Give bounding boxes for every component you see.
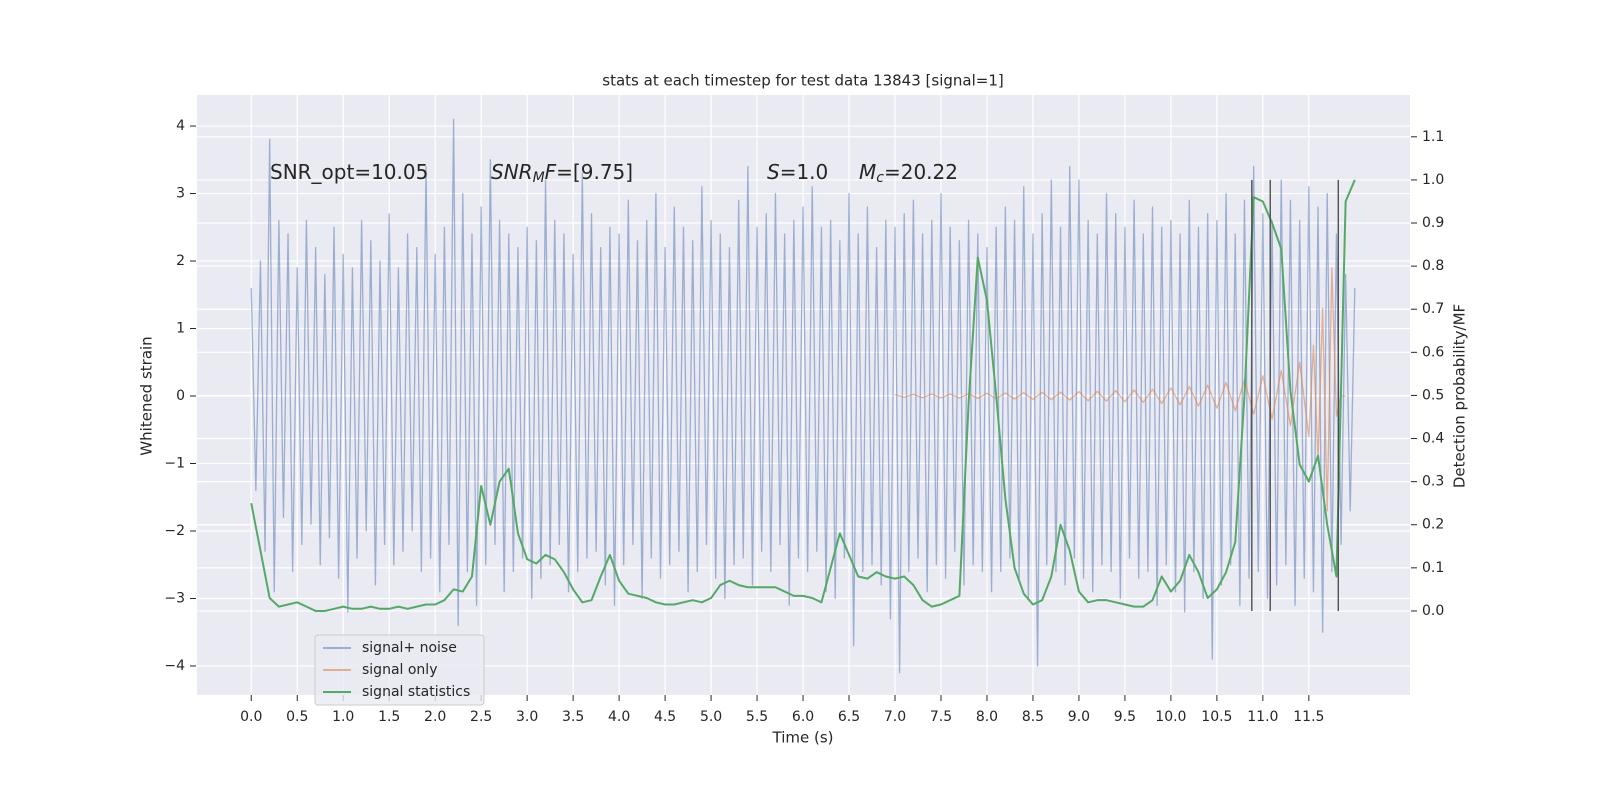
- x-tick-label: 1.5: [378, 709, 400, 725]
- x-tick-label: 6.5: [838, 709, 860, 725]
- x-tick-label: 11.0: [1247, 709, 1278, 725]
- legend-label: signal only: [362, 662, 437, 678]
- legend-label: signal statistics: [362, 684, 470, 700]
- y2-tick-label: 0.1: [1422, 560, 1444, 576]
- y-tick-label: −1: [164, 456, 185, 472]
- x-tick-label: 7.5: [930, 709, 952, 725]
- x-tick-label: 10.5: [1201, 709, 1232, 725]
- x-axis-label: Time (s): [772, 729, 834, 747]
- annotation-part: =[9.75]: [556, 160, 633, 184]
- annotation-part: F: [545, 160, 557, 184]
- x-tick-label: 0.0: [240, 709, 262, 725]
- annotation: SNR_opt=10.05: [270, 160, 428, 184]
- y2-tick-label: 0.2: [1422, 517, 1444, 533]
- annotation-part: M: [533, 170, 545, 186]
- y2-tick-label: 0.4: [1422, 431, 1444, 447]
- y-axis-label: Whitened strain: [138, 336, 156, 455]
- series-line: [250, 118, 1356, 674]
- legend-box: [314, 634, 485, 706]
- x-tick-label: 9.0: [1068, 709, 1090, 725]
- x-tick-label: 3.5: [562, 709, 584, 725]
- series-line: [250, 179, 1356, 612]
- annotation-part: SNR_opt=10.05: [270, 160, 428, 184]
- y2-tick-label: 0.8: [1422, 258, 1444, 274]
- x-tick-label: 6.0: [792, 709, 814, 725]
- y2-tick-label: 1.0: [1422, 172, 1444, 188]
- legend-label: signal+ noise: [362, 640, 457, 656]
- annotation: Mc=20.22: [859, 160, 958, 187]
- y-tick-label: 3: [176, 186, 185, 202]
- y2-tick-label: 0.6: [1422, 344, 1444, 360]
- chart-title: stats at each timestep for test data 138…: [602, 72, 1003, 90]
- annotation: SNRMF=[9.75]: [491, 160, 633, 187]
- x-tick-label: 0.5: [286, 709, 308, 725]
- annotation-part: S: [767, 160, 780, 184]
- annotation-part: c: [876, 170, 884, 186]
- y-tick-label: 4: [176, 118, 185, 134]
- y2-tick-label: 0.9: [1422, 215, 1444, 231]
- x-tick-label: 1.0: [332, 709, 354, 725]
- y2-tick-label: 0.5: [1422, 387, 1444, 403]
- y-tick-label: 1: [176, 321, 185, 337]
- x-tick-label: 2.0: [424, 709, 446, 725]
- x-tick-label: 8.0: [976, 709, 998, 725]
- annotation-part: =20.22: [884, 160, 958, 184]
- x-tick-label: 8.5: [1022, 709, 1044, 725]
- y-tick-label: 0: [176, 388, 185, 404]
- x-tick-label: 3.0: [516, 709, 538, 725]
- x-tick-label: 5.5: [746, 709, 768, 725]
- y-tick-label: −4: [164, 658, 185, 674]
- x-tick-label: 11.5: [1293, 709, 1324, 725]
- annotation: S=1.0: [767, 160, 828, 184]
- x-tick-label: 9.5: [1114, 709, 1136, 725]
- annotation-part: SNR: [491, 160, 533, 184]
- y2-tick-label: 1.1: [1422, 129, 1444, 145]
- x-tick-label: 10.0: [1155, 709, 1186, 725]
- y-tick-label: −2: [164, 523, 185, 539]
- annotation-part: =1.0: [780, 160, 829, 184]
- x-tick-label: 7.0: [884, 709, 906, 725]
- y2-tick-label: 0.7: [1422, 301, 1444, 317]
- y-tick-label: 2: [176, 253, 185, 269]
- y2-axis-label: Detection probability/MF: [1451, 304, 1469, 488]
- annotation-part: M: [859, 160, 876, 184]
- x-tick-label: 5.0: [700, 709, 722, 725]
- x-tick-label: 4.0: [608, 709, 630, 725]
- x-tick-label: 4.5: [654, 709, 676, 725]
- series-line: [894, 267, 1346, 512]
- x-tick-label: 2.5: [470, 709, 492, 725]
- y-tick-label: −3: [164, 590, 185, 606]
- y2-tick-label: 0.3: [1422, 474, 1444, 490]
- y2-tick-label: 0.0: [1422, 603, 1444, 619]
